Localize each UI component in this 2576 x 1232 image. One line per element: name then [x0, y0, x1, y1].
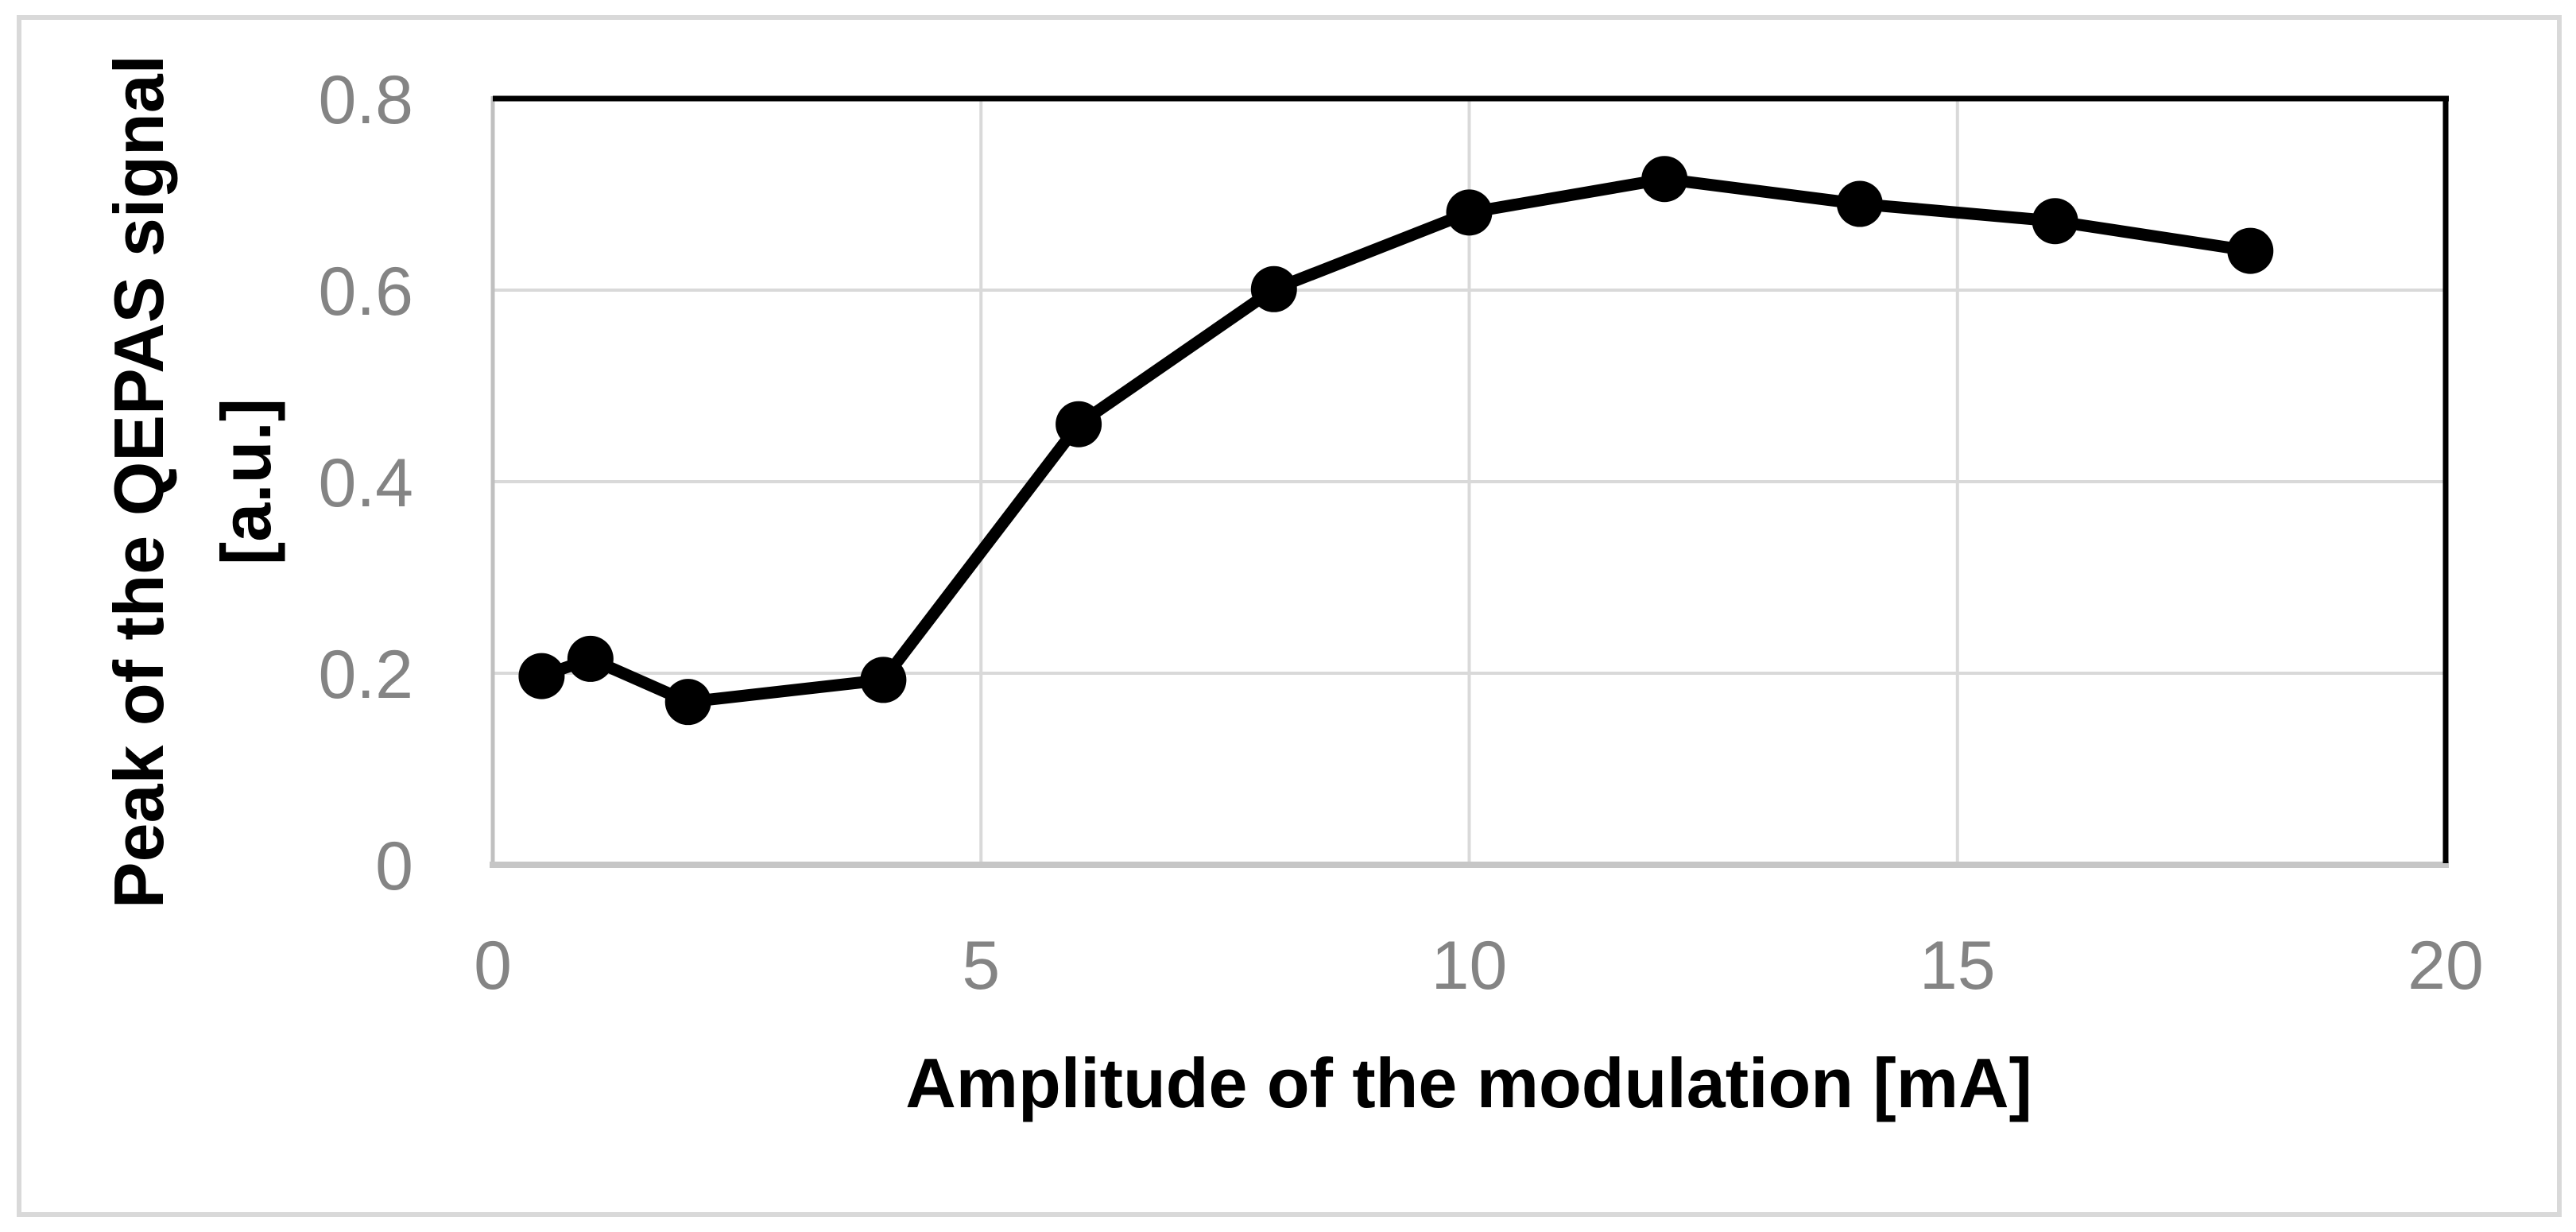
series-line — [535, 172, 2256, 708]
x-tick-label-10: 10 — [1431, 928, 1508, 1004]
data-point-6 — [1056, 401, 1102, 447]
data-point-14 — [1836, 180, 1883, 227]
data-point-4 — [860, 657, 907, 703]
data-point-1 — [567, 635, 614, 682]
x-tick-label-0: 0 — [474, 928, 512, 1004]
y-tick-label-0.8: 0.8 — [318, 62, 413, 138]
x-tick-label-15: 15 — [1919, 928, 1996, 1004]
y-tick-label-0.6: 0.6 — [318, 254, 413, 330]
data-point-0.5 — [518, 653, 565, 699]
y-axis-title-line2: [a.u.] — [207, 398, 285, 565]
data-point-12 — [1641, 156, 1688, 203]
data-point-10 — [1446, 189, 1493, 236]
chart-outer-border — [17, 15, 2562, 1217]
data-point-2 — [664, 679, 711, 726]
y-tick-label-0.4: 0.4 — [318, 445, 413, 521]
data-point-18 — [2227, 227, 2274, 274]
x-tick-label-5: 5 — [962, 928, 1000, 1004]
tick-labels: 0 5 10 15 20 0 0.2 0.4 0.6 0.8 — [318, 62, 2483, 1004]
data-point-16 — [2032, 198, 2078, 245]
y-tick-label-0: 0 — [375, 828, 413, 905]
x-tick-label-20: 20 — [2407, 928, 2484, 1004]
data-series — [518, 156, 2274, 726]
x-axis-title: Amplitude of the modulation [mA] — [905, 1044, 2032, 1122]
data-point-8 — [1250, 265, 1297, 312]
y-axis-title-line1: Peak of the QEPAS signal — [99, 55, 178, 909]
y-tick-label-0.2: 0.2 — [318, 637, 413, 713]
